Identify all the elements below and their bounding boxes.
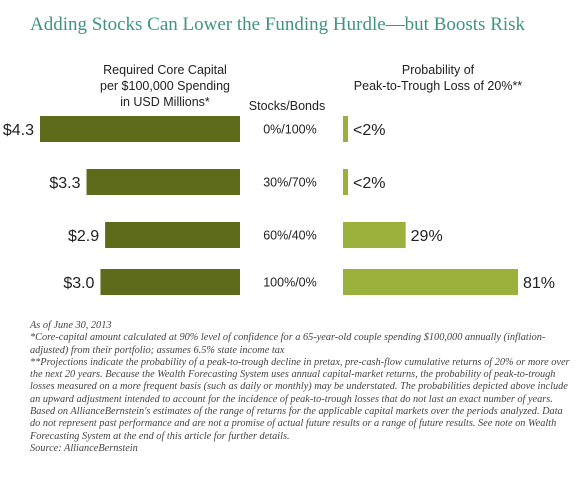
loss-probability-bar xyxy=(343,269,518,295)
core-capital-value-label: $3.0 xyxy=(63,275,94,292)
loss-probability-value-label: 81% xyxy=(523,275,555,292)
footnotes: As of June 30, 2013 *Core-capital amount… xyxy=(30,320,575,455)
bar-chart: $4.3 0%/100% $3.3 30%/70% $2.9 60%/40% $3.0 100… xyxy=(3,116,555,295)
core-capital-bar xyxy=(105,222,241,248)
core-capital-value-label: $3.3 xyxy=(49,175,80,192)
left-header-line-1: Required Core Capital xyxy=(103,63,227,77)
loss-probability-bar xyxy=(343,222,406,248)
allocation-label: 0%/100% xyxy=(263,123,317,137)
footnote-core-capital: *Core-capital amount calculated at 90% l… xyxy=(30,332,546,356)
left-header-line-3: in USD Millions* xyxy=(120,95,210,109)
left-panel-header: Required Core Capital per $100,000 Spend… xyxy=(70,62,260,110)
footnote-source: Source: AllianceBernstein xyxy=(30,442,138,454)
footnote-date: As of June 30, 2013 xyxy=(30,320,112,331)
allocation-label: 30%/70% xyxy=(263,176,317,190)
core-capital-bar xyxy=(100,269,240,295)
right-header-line-2: Peak-to-Trough Loss of 20%** xyxy=(353,79,523,93)
loss-probability-bar xyxy=(343,116,348,142)
footnote-projections: **Projections indicate the probability o… xyxy=(30,356,570,405)
right-panel-header: Probability of Peak-to-Trough Loss of 20… xyxy=(338,62,538,94)
stocks-bonds-header: Stocks/Bonds xyxy=(248,99,326,113)
allocation-label: 100%/0% xyxy=(263,276,317,290)
core-capital-value-label: $4.3 xyxy=(3,122,34,139)
core-capital-bar xyxy=(86,169,240,195)
loss-probability-bar xyxy=(343,169,348,195)
core-capital-value-label: $2.9 xyxy=(68,228,99,245)
footnote-estimates: Based on AllianceBernstein's estimates o… xyxy=(30,406,563,442)
loss-probability-value-label: <2% xyxy=(353,175,385,192)
allocation-label: 60%/40% xyxy=(263,229,317,243)
loss-probability-value-label: 29% xyxy=(411,228,443,245)
chart-title: Adding Stocks Can Lower the Funding Hurd… xyxy=(30,14,526,35)
core-capital-bar xyxy=(40,116,240,142)
right-header-line-1: Probability of xyxy=(401,63,475,77)
loss-probability-value-label: <2% xyxy=(353,122,385,139)
left-header-line-2: per $100,000 Spending xyxy=(100,79,230,93)
